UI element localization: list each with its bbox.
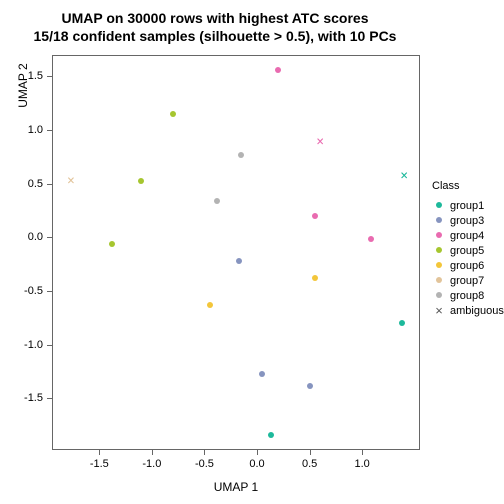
legend-label: ambiguous — [450, 305, 504, 317]
legend-label: group1 — [450, 200, 484, 212]
chart-title-line1: UMAP on 30000 rows with highest ATC scor… — [61, 10, 368, 26]
x-tick-mark — [310, 450, 311, 455]
legend-label: group3 — [450, 215, 484, 227]
data-point — [214, 198, 220, 204]
chart-title-line2: 15/18 confident samples (silhouette > 0.… — [34, 28, 397, 44]
legend-dot-icon — [432, 290, 446, 301]
x-tick-label: -1.0 — [142, 458, 161, 470]
legend-dot-icon — [432, 230, 446, 241]
x-tick-mark — [362, 450, 363, 455]
legend-dot-icon — [432, 245, 446, 256]
data-point — [268, 432, 274, 438]
x-tick-label: -1.5 — [90, 458, 109, 470]
legend: Class group1 group3 group4 group5 group6 grou… — [432, 180, 504, 318]
data-point — [312, 275, 318, 281]
x-tick-mark — [152, 450, 153, 455]
data-point — [368, 236, 374, 242]
y-tick-mark — [47, 76, 52, 77]
legend-dot-icon — [432, 215, 446, 226]
legend-cross-icon: × — [432, 304, 446, 317]
legend-dot-icon — [432, 260, 446, 271]
data-point — [399, 320, 405, 326]
legend-item: group1 — [432, 198, 504, 213]
legend-item: group7 — [432, 273, 504, 288]
legend-item: group5 — [432, 243, 504, 258]
legend-dot-icon — [432, 275, 446, 286]
x-tick-mark — [99, 450, 100, 455]
data-point-ambiguous: × — [400, 170, 408, 183]
legend-label: group7 — [450, 275, 484, 287]
legend-item: group6 — [432, 258, 504, 273]
legend-label: group4 — [450, 230, 484, 242]
x-tick-mark — [204, 450, 205, 455]
y-tick-mark — [47, 237, 52, 238]
y-tick-label: 1.5 — [19, 70, 43, 82]
x-tick-label: 0.0 — [249, 458, 264, 470]
x-tick-label: 1.0 — [355, 458, 370, 470]
data-point — [109, 241, 115, 247]
data-point — [238, 152, 244, 158]
y-tick-label: -1.0 — [19, 339, 43, 351]
legend-item: group8 — [432, 288, 504, 303]
y-tick-mark — [47, 130, 52, 131]
data-point — [307, 383, 313, 389]
legend-dot-icon — [432, 200, 446, 211]
y-tick-label: -1.5 — [19, 392, 43, 404]
x-tick-label: -0.5 — [195, 458, 214, 470]
data-point — [207, 302, 213, 308]
legend-label: group8 — [450, 290, 484, 302]
legend-item: group4 — [432, 228, 504, 243]
legend-item: group3 — [432, 213, 504, 228]
data-point — [170, 111, 176, 117]
legend-item: × ambiguous — [432, 303, 504, 318]
data-point — [312, 213, 318, 219]
y-tick-label: 0.5 — [19, 178, 43, 190]
y-tick-label: 1.0 — [19, 124, 43, 136]
data-point — [138, 178, 144, 184]
data-point-ambiguous: × — [316, 135, 324, 148]
y-tick-mark — [47, 398, 52, 399]
legend-label: group6 — [450, 260, 484, 272]
y-tick-mark — [47, 345, 52, 346]
y-tick-mark — [47, 184, 52, 185]
data-point — [259, 371, 265, 377]
x-tick-label: 0.5 — [302, 458, 317, 470]
x-tick-mark — [257, 450, 258, 455]
chart-title: UMAP on 30000 rows with highest ATC scor… — [0, 10, 430, 45]
legend-label: group5 — [450, 245, 484, 257]
y-tick-label: 0.0 — [19, 231, 43, 243]
y-tick-label: -0.5 — [19, 285, 43, 297]
umap-scatter-chart: UMAP on 30000 rows with highest ATC scor… — [0, 0, 504, 504]
data-point-ambiguous: × — [67, 174, 75, 187]
x-axis-title: UMAP 1 — [52, 480, 420, 494]
legend-title: Class — [432, 180, 504, 192]
data-point — [275, 67, 281, 73]
plot-panel — [52, 55, 420, 450]
y-tick-mark — [47, 291, 52, 292]
data-point — [236, 258, 242, 264]
